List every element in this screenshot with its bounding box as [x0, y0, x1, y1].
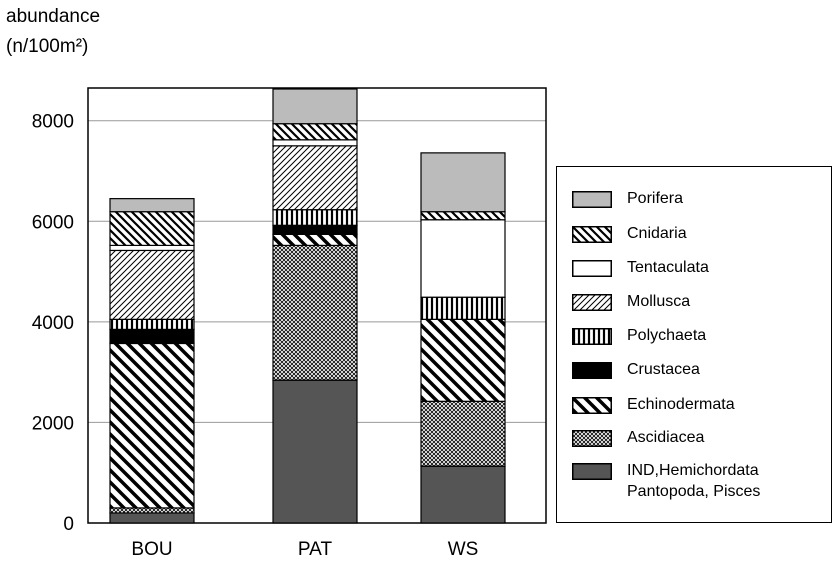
- bar-segment: [272, 379, 358, 524]
- legend-swatch: [572, 362, 612, 379]
- y-tick-label: 6000: [32, 212, 74, 233]
- bar-segment: [109, 318, 195, 330]
- legend-label: Mollusca: [627, 293, 691, 310]
- bar-segment: [420, 152, 506, 213]
- bar-segment: [420, 318, 506, 402]
- bar-segment: [109, 198, 195, 213]
- legend-label: IND,Hemichordata Pantopoda, Pisces: [627, 462, 761, 500]
- legend: Porifera Cnidaria Tentaculata Mollusca Polyc…: [556, 166, 832, 523]
- y-tick-label: 0: [63, 514, 74, 535]
- bar-segment: [272, 145, 358, 211]
- legend-swatch: [572, 260, 612, 277]
- x-tick-label: PAT: [298, 539, 333, 560]
- bar-segment: [109, 244, 195, 252]
- legend-label: Polychaeta: [627, 327, 707, 344]
- x-tick-label: BOU: [131, 539, 172, 560]
- bar-segment: [109, 249, 195, 320]
- y-tick-label: 2000: [32, 413, 74, 434]
- legend-swatch: [572, 397, 612, 414]
- bar-segment: [420, 296, 506, 320]
- legend-swatch: [572, 294, 612, 311]
- bar-segment: [420, 219, 506, 298]
- bar-segment: [272, 244, 358, 381]
- bar-segment: [109, 328, 195, 345]
- legend-label: Ascidiacea: [627, 429, 705, 446]
- legend-swatch: [572, 226, 612, 243]
- bar-segment: [420, 400, 506, 467]
- y-tick-label: 4000: [32, 313, 74, 334]
- bar-segment: [420, 211, 506, 221]
- bar-segment: [272, 224, 358, 235]
- legend-swatch: [572, 463, 612, 480]
- bar-segment: [109, 342, 195, 509]
- legend-label: Crustacea: [627, 361, 700, 378]
- legend-label: Tentaculata: [627, 259, 709, 276]
- x-tick-label: WS: [448, 539, 479, 560]
- legend-swatch: [572, 430, 612, 447]
- bar-segment: [272, 123, 358, 141]
- bar-segment: [272, 209, 358, 226]
- legend-swatch: [572, 328, 612, 345]
- y-label: (n/100m²): [6, 36, 88, 57]
- bar-segment: [272, 233, 358, 247]
- bar-segment: [272, 88, 358, 125]
- bar-segment: [109, 507, 195, 514]
- legend-swatch: [572, 191, 612, 208]
- bar-segment: [272, 139, 358, 147]
- bar-segment: [109, 211, 195, 247]
- y-label: abundance: [6, 6, 100, 27]
- bar-segment: [109, 512, 195, 524]
- bar-segment: [420, 465, 506, 524]
- legend-label: Cnidaria: [627, 225, 687, 242]
- y-tick-label: 8000: [32, 112, 74, 133]
- legend-label: Porifera: [627, 190, 684, 207]
- legend-label: Echinodermata: [627, 396, 735, 413]
